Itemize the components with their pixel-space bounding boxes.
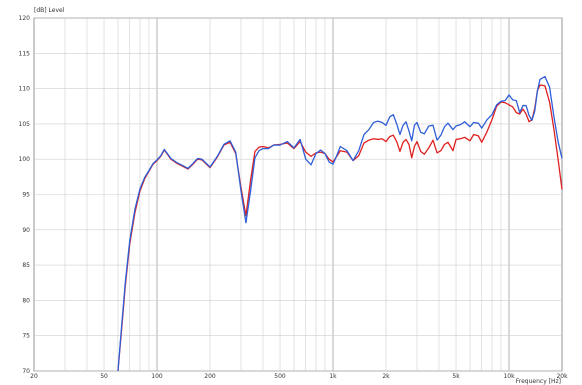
x-tick-label: 5k [452,373,460,380]
x-tick-label: 1k [329,373,337,380]
x-tick-label: 20 [30,373,38,380]
y-tick-label: 90 [22,227,30,234]
x-tick-label: 100 [151,373,163,380]
y-tick-label: 95 [22,192,30,199]
x-axis-title: Frequency [Hz] [516,378,561,385]
x-tick-label: 50 [100,373,108,380]
x-tick-label: 2k [382,373,390,380]
series-line-2 [117,75,563,372]
y-tick-label: 110 [19,86,31,93]
y-tick-label: 70 [22,368,30,375]
series-layer [117,75,563,372]
grid-layer [34,17,562,372]
x-tick-label: 500 [274,373,286,380]
y-tick-label: 75 [22,333,30,340]
y-tick-label: 80 [22,297,30,304]
x-tick-label: 200 [204,373,216,380]
y-tick-label: 85 [22,262,30,269]
x-tick-label: 10k [503,373,515,380]
y-axis-title: [dB] Level [34,7,65,14]
y-tick-label: 100 [19,156,31,163]
tick-layer: 70 75 80 85 90 95 100 105 110 115 120 20 50 100 200 500… [19,15,569,380]
y-tick-label: 115 [19,50,31,57]
y-tick-label: 105 [19,121,31,128]
y-tick-label: 120 [19,15,31,22]
x-tick-label: 20k [556,373,568,380]
